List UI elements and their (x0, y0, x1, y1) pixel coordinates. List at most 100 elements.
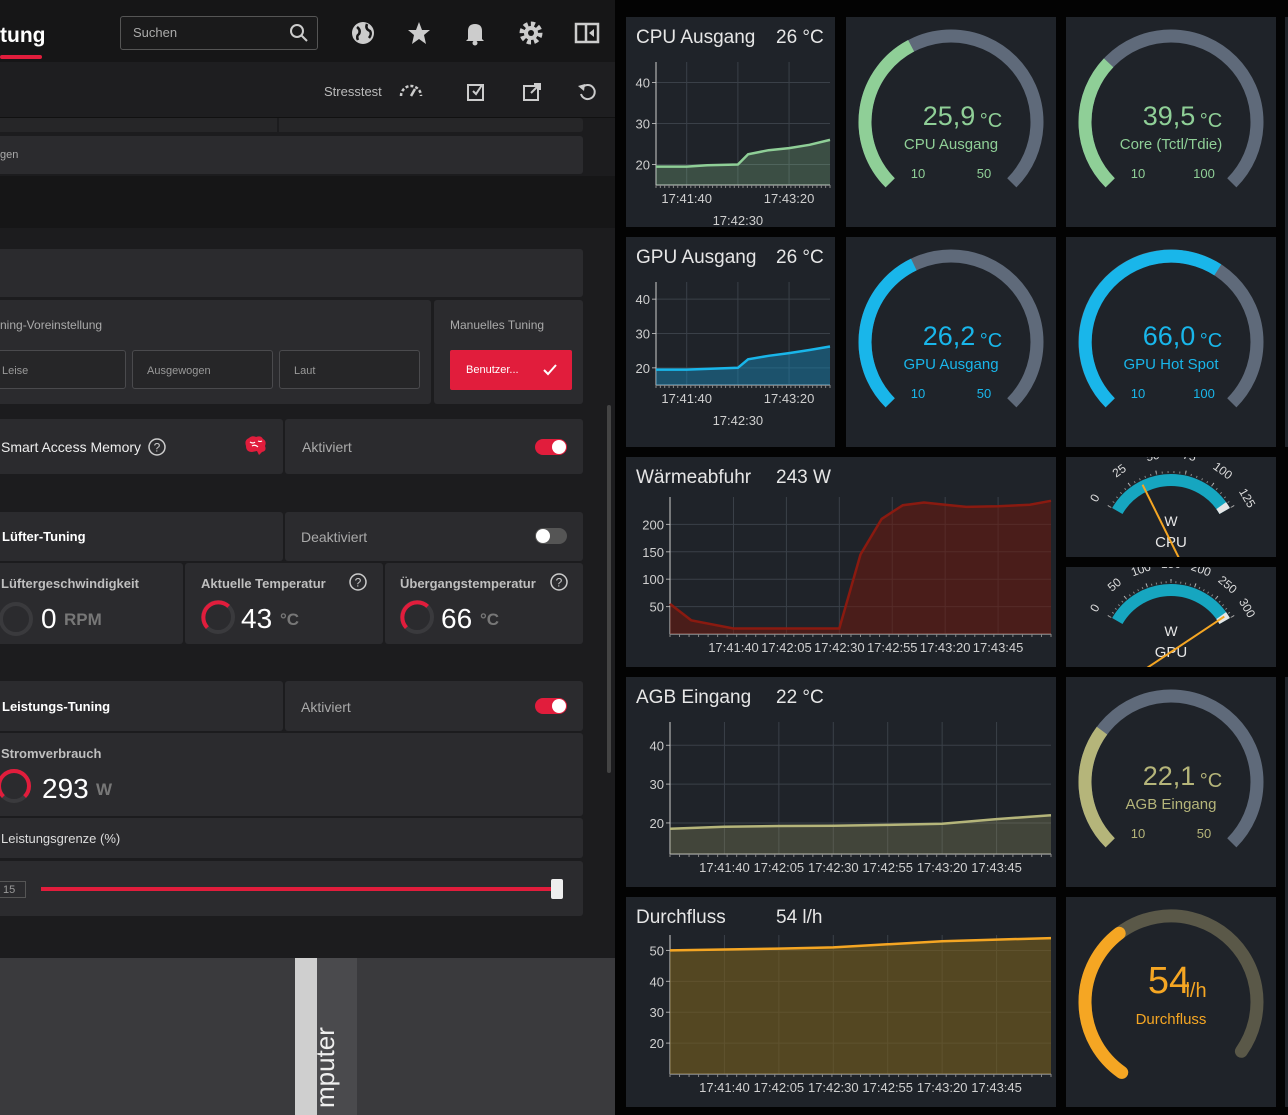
meter-minor-tick (1215, 487, 1218, 491)
perf-toggle[interactable] (535, 698, 567, 714)
help-icon[interactable]: ? (348, 572, 368, 592)
meter-minor-tick (1119, 491, 1123, 495)
y-tick-label: 150 (642, 545, 664, 560)
custom-tuning-button[interactable]: Benutzer... (450, 350, 572, 390)
meter-minor-tick (1206, 481, 1209, 484)
y-tick-label: 100 (642, 572, 664, 587)
x-tick-label: 17:42:30 (814, 640, 865, 655)
meter-unit: W (1164, 513, 1178, 529)
preset-quiet[interactable]: Leise (0, 350, 126, 389)
amd-panel: tung Stresstest gen ning-Voreinstellung … (0, 0, 615, 1115)
search-icon[interactable] (289, 23, 309, 43)
globe-icon[interactable] (349, 19, 377, 47)
gpu-out-gauge: 26,2 °C GPU Ausgang 10 50 (858, 249, 1044, 408)
help-icon[interactable]: ? (147, 437, 167, 457)
series-area (656, 139, 830, 185)
svg-text:?: ? (154, 441, 161, 455)
meter-tick-label: 125 (1236, 486, 1258, 511)
gauge-max: 50 (977, 386, 991, 401)
cpu-chart-value: 26 °C (776, 27, 824, 48)
meter-tick-label: 250 (1215, 573, 1240, 597)
meter-minor-tick (1133, 481, 1136, 484)
meter-minor-tick (1128, 484, 1131, 487)
search-box[interactable] (120, 16, 318, 50)
meter-arc (1112, 473, 1230, 515)
meter-arc (1112, 583, 1230, 625)
meter-tick-label: 200 (1189, 567, 1213, 579)
meter-minor-tick (1218, 600, 1221, 603)
x-tick-label: 17:43:45 (971, 860, 1022, 875)
search-input[interactable] (133, 25, 283, 40)
fan-speed-value: 0 (41, 603, 57, 634)
flow-chart: 20 30 40 50 17:41:40 17:42:05 17:42:30 17:42:55… (650, 935, 1052, 1095)
gauge-value: 22,1 (1143, 761, 1196, 791)
reset-icon[interactable] (576, 80, 598, 102)
meter-minor-tick (1198, 586, 1201, 590)
help-icon[interactable]: ? (549, 572, 569, 592)
meter-minor-tick (1121, 600, 1124, 603)
bell-icon[interactable] (461, 19, 489, 47)
slider-thumb[interactable] (551, 879, 563, 899)
meter-minor-tick (1109, 506, 1112, 508)
tab-tuning[interactable]: tung (0, 24, 46, 47)
power-card: Stromverbrauch 293 W (0, 733, 583, 816)
scrollbar[interactable] (607, 405, 611, 773)
gear-icon[interactable] (517, 19, 545, 47)
sensor-dashboard: CPU Ausgang 26 °C 20 30 40 17:41:40 17:42:30… (615, 0, 1288, 1115)
heat-chart-value: 243 W (776, 467, 831, 488)
gauge-icon[interactable] (398, 78, 424, 100)
x-tick-label: 17:42:05 (761, 640, 812, 655)
section-row[interactable]: gen (0, 136, 583, 174)
y-tick-label: 50 (650, 600, 664, 615)
meter-minor-tick (1132, 591, 1135, 594)
power-limit-value[interactable]: 15 (0, 881, 26, 898)
export-icon[interactable] (521, 80, 543, 102)
fan-toggle[interactable] (535, 528, 567, 544)
gpu-chart-title: GPU Ausgang (636, 247, 757, 268)
gauge-min: 10 (1131, 826, 1145, 841)
x-tick-label: 17:42:30 (808, 1080, 859, 1095)
sub-toolbar: Stresstest (0, 62, 615, 118)
gauge-fill (1078, 926, 1129, 1079)
x-tick-label: 17:42:55 (862, 860, 913, 875)
sidebar-toggle-icon[interactable] (573, 19, 601, 47)
gpu-chart-value: 26 °C (776, 247, 824, 268)
gauge-value: 39,5 (1143, 101, 1196, 131)
temp-ring-icon (201, 600, 235, 634)
meter-tick-label: 50 (1145, 457, 1161, 464)
flow-gauge: 54l/h Durchfluss (1078, 909, 1264, 1079)
gauge-value: 66,0 (1143, 321, 1196, 351)
star-icon[interactable] (405, 19, 433, 47)
sam-toggle-card: Aktiviert (285, 419, 583, 474)
perf-tuning-card: Leistungs-Tuning (0, 681, 283, 731)
sam-toggle[interactable] (535, 439, 567, 455)
meter-tick-label: 100 (1211, 459, 1236, 482)
perf-toggle-card: Aktiviert (285, 681, 583, 731)
transition-temp-value: 66 (441, 603, 473, 634)
meter-tick-label: 75 (1181, 457, 1197, 464)
agb-gauge: 22,1 °C AGB Eingang 10 50 (1078, 689, 1264, 848)
gauge-min: 10 (1131, 166, 1145, 181)
meter-tick-label: 0 (1087, 601, 1103, 614)
meter-minor-tick (1201, 478, 1204, 481)
preset-balanced[interactable]: Ausgewogen (132, 350, 273, 389)
series-area (670, 938, 1051, 1074)
meter-minor-tick (1223, 496, 1227, 499)
meter-minor-tick (1219, 491, 1223, 495)
meter-minor-tick (1117, 604, 1121, 607)
gauge-fill (1078, 249, 1222, 408)
meter-minor-tick (1211, 484, 1214, 487)
preset-loud[interactable]: Laut (279, 350, 420, 389)
series-line (669, 813, 1052, 831)
meter-minor-tick (1225, 607, 1228, 610)
heat-chart-title: Wärmeabfuhr (636, 467, 752, 488)
import-icon[interactable] (465, 80, 487, 102)
fan-speed-label: Lüftergeschwindigkeit (1, 576, 139, 591)
meter-minor-tick (1190, 473, 1192, 477)
stresstest-label[interactable]: Stresstest (324, 84, 382, 99)
x-tick-label: 17:42:30 (808, 860, 859, 875)
fan-speed-unit: RPM (64, 610, 102, 629)
slider-track[interactable] (41, 879, 563, 899)
cpu-chart-tile: CPU Ausgang 26 °C 20 30 40 17:41:40 17:42:30… (626, 17, 835, 227)
tuning-header (0, 249, 583, 297)
